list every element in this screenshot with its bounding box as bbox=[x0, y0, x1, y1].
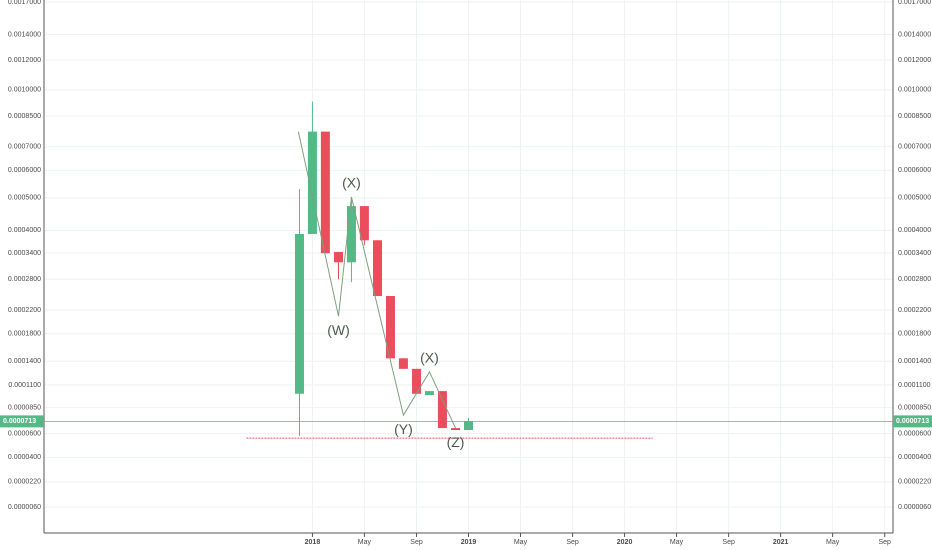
wave-label: (X) bbox=[342, 175, 361, 191]
price-tag bbox=[893, 415, 932, 428]
y-tick-label: 0.0010000 bbox=[8, 87, 41, 94]
candle-body bbox=[424, 391, 434, 396]
wave-label: (W) bbox=[327, 322, 350, 338]
y-tick-label-right: 0.0012000 bbox=[898, 57, 931, 64]
x-tick-label: Sep bbox=[878, 539, 891, 546]
wave-label: (Z) bbox=[447, 434, 465, 450]
x-tick-label: 2020 bbox=[617, 539, 633, 546]
y-tick-label: 0.0008500 bbox=[8, 113, 41, 120]
y-tick-label-right: 0.0010000 bbox=[898, 87, 931, 94]
x-tick-label: 2021 bbox=[773, 539, 789, 546]
y-tick-label: 0.0005000 bbox=[8, 195, 41, 202]
x-tick-label: Sep bbox=[410, 539, 423, 546]
y-tick-label: 0.0000060 bbox=[8, 504, 41, 511]
y-tick-label-right: 0.0000060 bbox=[898, 504, 931, 511]
candle-body bbox=[346, 206, 356, 263]
y-tick-label-right: 0.0001400 bbox=[898, 358, 931, 365]
y-tick-label: 0.0000600 bbox=[8, 430, 41, 437]
x-tick-label: May bbox=[670, 539, 684, 546]
y-tick-label-right: 0.0006000 bbox=[898, 167, 931, 174]
y-tick-label: 0.0017000 bbox=[8, 0, 41, 6]
y-tick-label: 0.0014000 bbox=[8, 31, 41, 38]
y-tick-label-right: 0.0000850 bbox=[898, 405, 931, 412]
y-tick-label: 0.0004000 bbox=[8, 227, 41, 234]
y-tick-label: 0.0012000 bbox=[8, 57, 41, 64]
x-tick-label: 2018 bbox=[305, 539, 321, 546]
x-tick-label: Sep bbox=[566, 539, 579, 546]
x-tick-label: 2019 bbox=[461, 539, 477, 546]
candle-body bbox=[320, 131, 330, 254]
y-tick-label: 0.0003400 bbox=[8, 250, 41, 257]
y-tick-label-right: 0.0007000 bbox=[898, 143, 931, 150]
y-tick-label: 0.0000850 bbox=[8, 405, 41, 412]
y-tick-label: 0.0007000 bbox=[8, 143, 41, 150]
candle-body bbox=[373, 240, 383, 297]
y-tick-label-right: 0.0004000 bbox=[898, 227, 931, 234]
wave-label: (Y) bbox=[394, 421, 413, 437]
y-tick-label-right: 0.0008500 bbox=[898, 113, 931, 120]
x-tick-label: May bbox=[514, 539, 528, 546]
y-tick-label-right: 0.0002200 bbox=[898, 307, 931, 314]
x-tick-label: Sep bbox=[722, 539, 735, 546]
y-tick-label: 0.0000220 bbox=[8, 479, 41, 486]
y-tick-label-right: 0.0000400 bbox=[898, 454, 931, 461]
price-tag-label: 0.0000713 bbox=[3, 418, 36, 425]
y-tick-label-right: 0.0003400 bbox=[898, 250, 931, 257]
candle-body bbox=[307, 131, 317, 234]
y-tick-label-right: 0.0001800 bbox=[898, 331, 931, 338]
y-tick-label: 0.0001800 bbox=[8, 331, 41, 338]
y-tick-label: 0.0001400 bbox=[8, 358, 41, 365]
candle-body bbox=[294, 233, 304, 394]
candle-body bbox=[412, 368, 422, 394]
candle-body bbox=[385, 296, 395, 359]
y-tick-label: 0.0000400 bbox=[8, 454, 41, 461]
y-tick-label-right: 0.0002800 bbox=[898, 276, 931, 283]
y-tick-label-right: 0.0001100 bbox=[898, 382, 931, 389]
wave-label: (X) bbox=[420, 350, 439, 366]
wave-line bbox=[297, 131, 456, 429]
y-tick-label-right: 0.0014000 bbox=[898, 31, 931, 38]
y-tick-label: 0.0006000 bbox=[8, 167, 41, 174]
x-tick-label: May bbox=[358, 539, 372, 546]
x-tick-label: May bbox=[826, 539, 840, 546]
price-tag-label: 0.0000713 bbox=[896, 418, 929, 425]
candle-body bbox=[398, 358, 408, 369]
candle-body bbox=[464, 421, 473, 431]
candle-body bbox=[437, 391, 447, 429]
y-tick-label: 0.0002200 bbox=[8, 307, 41, 314]
candle-body bbox=[359, 206, 369, 241]
y-tick-label-right: 0.0000220 bbox=[898, 479, 931, 486]
y-tick-label-right: 0.0000600 bbox=[898, 430, 931, 437]
candle-body bbox=[333, 251, 343, 263]
candle-body bbox=[451, 428, 461, 431]
price-tag bbox=[0, 415, 44, 428]
y-tick-label-right: 0.0017000 bbox=[898, 0, 931, 6]
y-tick-label: 0.0001100 bbox=[8, 382, 41, 389]
y-tick-label-right: 0.0005000 bbox=[898, 195, 931, 202]
y-tick-label: 0.0002800 bbox=[8, 276, 41, 283]
